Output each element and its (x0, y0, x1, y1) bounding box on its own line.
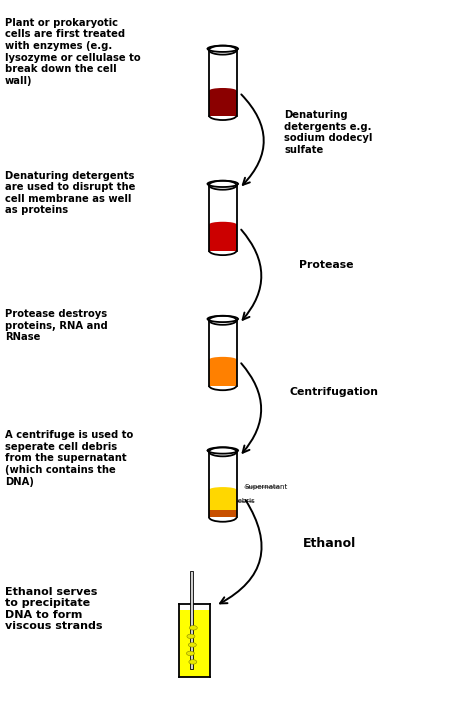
Text: Plant or prokaryotic
cells are first treated
with enzymes (e.g.
lysozyme or cell: Plant or prokaryotic cells are first tre… (5, 18, 140, 86)
FancyBboxPatch shape (209, 452, 237, 518)
FancyBboxPatch shape (209, 320, 237, 385)
Text: Denaturing detergents
are used to disrupt the
cell membrane as well
as proteins: Denaturing detergents are used to disrup… (5, 171, 135, 215)
Ellipse shape (209, 222, 237, 227)
Ellipse shape (186, 651, 194, 656)
Ellipse shape (209, 88, 237, 93)
Ellipse shape (189, 626, 197, 630)
Ellipse shape (187, 634, 195, 638)
Ellipse shape (209, 111, 237, 120)
FancyBboxPatch shape (209, 50, 237, 115)
Ellipse shape (209, 246, 237, 255)
Text: Ethanol: Ethanol (303, 537, 356, 550)
Text: Cell debris: Cell debris (218, 498, 255, 504)
Ellipse shape (209, 487, 237, 493)
Text: Ethanol serves
to precipitate
DNA to form
viscous strands: Ethanol serves to precipitate DNA to for… (5, 587, 102, 631)
Bar (209, 510, 237, 518)
Text: A centrifuge is used to
seperate cell debris
from the supernatant
(which contain: A centrifuge is used to seperate cell de… (5, 430, 133, 486)
Bar (209, 490, 237, 510)
Ellipse shape (209, 381, 237, 390)
Bar (209, 225, 237, 251)
Ellipse shape (209, 357, 237, 362)
Bar (209, 360, 237, 385)
Text: Supernatant: Supernatant (244, 484, 287, 490)
Ellipse shape (188, 643, 196, 647)
Text: Protease: Protease (299, 260, 353, 269)
Ellipse shape (189, 660, 197, 664)
Bar (209, 91, 237, 115)
Ellipse shape (209, 513, 237, 522)
FancyBboxPatch shape (209, 186, 237, 251)
Bar (191, 571, 193, 669)
Text: Protease destroys
proteins, RNA and
RNase: Protease destroys proteins, RNA and RNas… (5, 309, 108, 343)
Text: Centrifugation: Centrifugation (289, 387, 378, 397)
Bar (179, 610, 210, 677)
Text: Denaturing
detergents e.g.
sodium dodecyl
sulfate: Denaturing detergents e.g. sodium dodecy… (284, 110, 373, 155)
